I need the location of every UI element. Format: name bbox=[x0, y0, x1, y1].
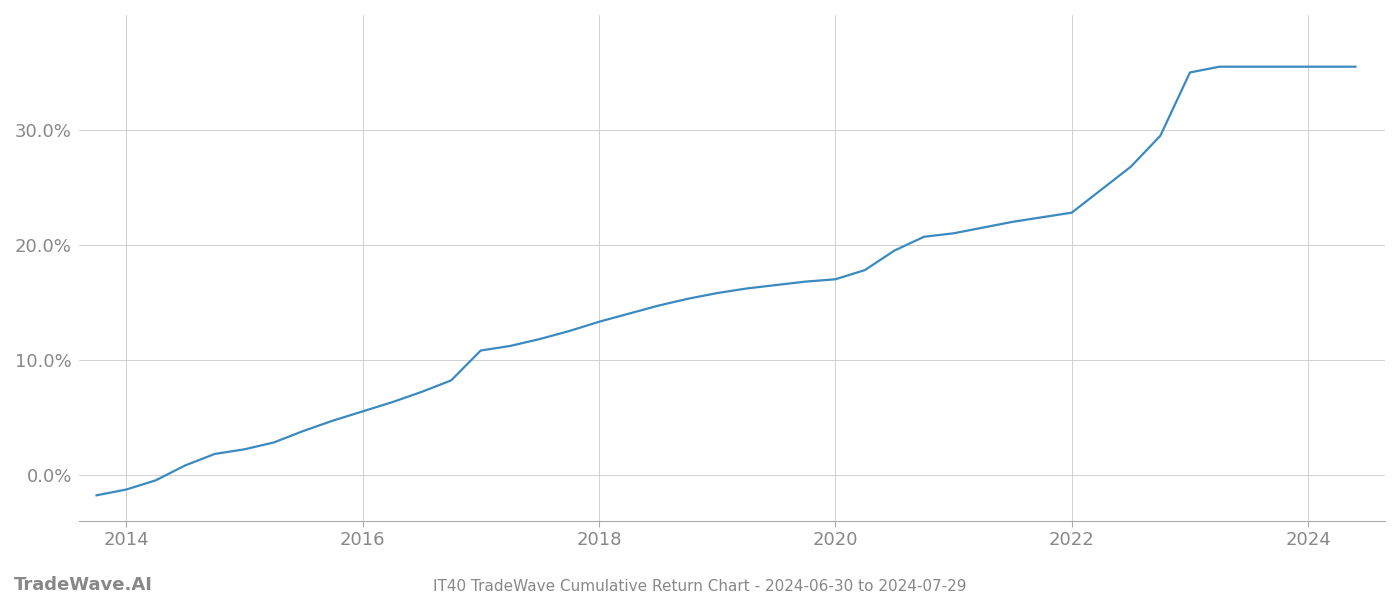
Text: TradeWave.AI: TradeWave.AI bbox=[14, 576, 153, 594]
Text: IT40 TradeWave Cumulative Return Chart - 2024-06-30 to 2024-07-29: IT40 TradeWave Cumulative Return Chart -… bbox=[433, 579, 967, 594]
